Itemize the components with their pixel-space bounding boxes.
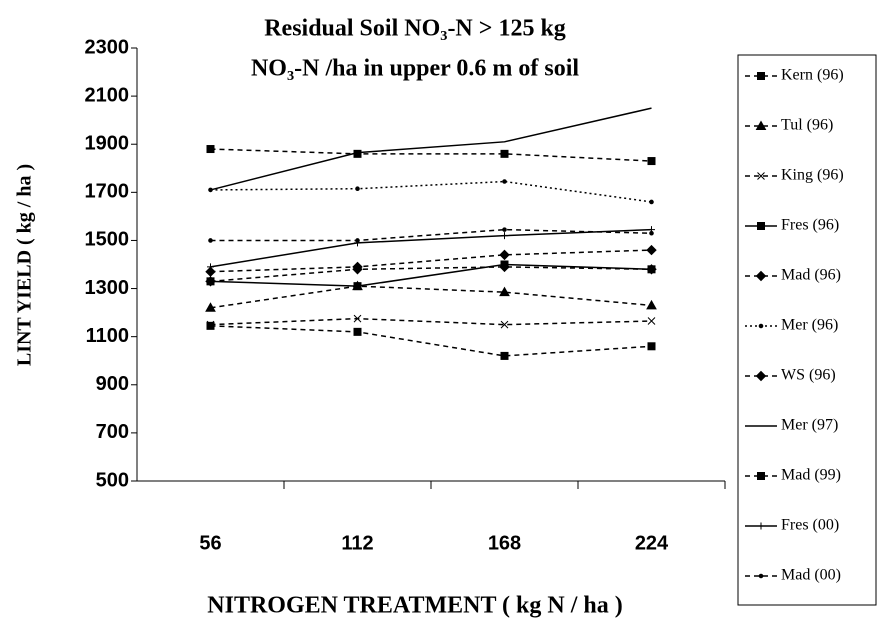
series-line	[210, 228, 652, 242]
marker	[355, 238, 360, 243]
marker	[205, 276, 216, 287]
series-line	[210, 107, 652, 191]
marker	[205, 302, 216, 312]
marker	[649, 230, 654, 236]
marker	[500, 149, 509, 158]
legend-label: King (96)	[781, 167, 844, 184]
chart-subtitle: NO₃-N /ha in upper 0.6 m of soil	[251, 56, 579, 82]
series-line	[210, 228, 652, 268]
y-tick-label: 1700	[85, 181, 130, 203]
x-tick-label: 112	[341, 532, 373, 554]
marker	[502, 227, 507, 232]
y-axis-label: LINT YIELD ( kg / ha )	[14, 164, 36, 366]
y-tick-label: 500	[96, 469, 129, 491]
legend-label: Fres (96)	[781, 217, 839, 234]
marker	[206, 321, 215, 330]
marker	[355, 186, 360, 192]
series-line	[210, 263, 652, 287]
chart-title: Residual Soil NO₃-N > 125 kg	[264, 16, 566, 42]
marker	[499, 286, 510, 297]
legend-box	[737, 54, 877, 606]
marker	[646, 299, 657, 310]
legend-label: Mad (96)	[781, 267, 841, 284]
legend-label: Mad (00)	[781, 567, 841, 584]
marker	[646, 244, 657, 256]
series-line	[210, 325, 652, 357]
legend-label: Kern (96)	[781, 67, 844, 84]
marker	[353, 282, 362, 291]
marker	[758, 323, 764, 329]
marker	[757, 72, 765, 80]
y-tick-label: 1500	[85, 229, 130, 251]
x-axis-label: NITROGEN TREATMENT ( kg N / ha )	[207, 593, 622, 619]
series-line	[210, 249, 652, 273]
marker	[758, 573, 764, 579]
legend-label: Fres (00)	[781, 517, 839, 534]
y-tick-label: 1900	[85, 133, 130, 155]
marker	[646, 264, 657, 275]
marker	[755, 370, 767, 382]
marker	[647, 157, 656, 166]
marker	[502, 179, 507, 184]
marker	[500, 351, 509, 360]
x-tick-label: 56	[199, 532, 221, 554]
marker	[500, 320, 509, 329]
x-tick-label: 224	[635, 532, 669, 554]
marker	[757, 522, 765, 530]
y-tick-label: 900	[96, 373, 129, 395]
marker	[208, 238, 213, 243]
series-line	[210, 266, 652, 283]
marker	[353, 327, 362, 336]
legend-label: Tul (96)	[781, 117, 833, 134]
marker	[353, 314, 362, 323]
marker	[206, 145, 215, 154]
marker	[757, 472, 765, 480]
marker	[499, 249, 510, 261]
marker	[757, 222, 765, 230]
marker	[501, 232, 508, 240]
x-tick-label: 168	[488, 532, 521, 554]
marker	[207, 263, 214, 271]
series-line	[210, 285, 652, 309]
marker	[205, 266, 216, 277]
legend-label: Mer (96)	[781, 317, 838, 334]
legend-label: Mer (97)	[781, 417, 838, 434]
marker	[647, 317, 656, 325]
marker	[352, 261, 363, 273]
series-line	[210, 317, 652, 326]
series-line	[210, 148, 652, 162]
y-tick-label: 1300	[85, 277, 130, 299]
marker	[499, 261, 510, 273]
y-tick-label: 2100	[85, 84, 130, 106]
marker	[757, 172, 765, 180]
y-tick-label: 700	[96, 421, 129, 443]
legend-label: WS (96)	[781, 367, 836, 384]
marker	[649, 199, 654, 205]
y-tick-label: 1100	[86, 325, 129, 347]
marker	[647, 342, 656, 351]
marker	[755, 120, 767, 130]
marker	[755, 270, 767, 282]
legend-label: Mad (99)	[781, 467, 841, 484]
series-line	[210, 180, 652, 203]
y-tick-label: 2300	[85, 36, 130, 58]
